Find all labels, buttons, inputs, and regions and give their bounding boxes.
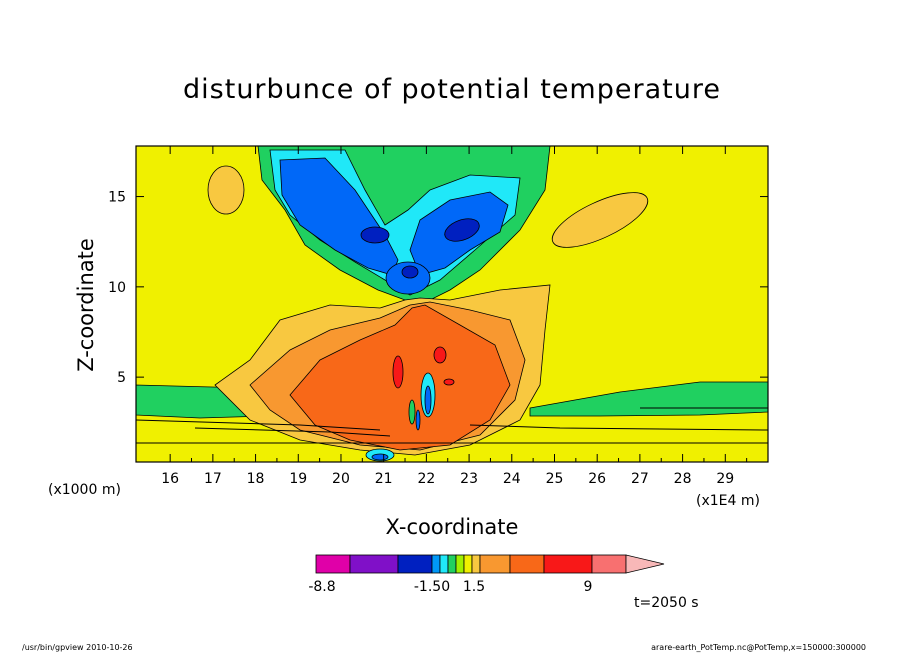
lightorange-blob-right bbox=[551, 192, 649, 248]
colorbar-segment-1 bbox=[349, 554, 399, 574]
y-tick-label-5: 5 bbox=[117, 370, 126, 386]
y-tick-label-10: 10 bbox=[108, 280, 126, 296]
x-unit-note: (x1E4 m) bbox=[696, 493, 760, 509]
x-tick-label-19: 19 bbox=[289, 471, 307, 487]
colorbar: -8.8 -1.50 1.5 9 bbox=[308, 554, 665, 595]
central-blue-column bbox=[424, 385, 432, 415]
contour-line-1 bbox=[194, 427, 391, 437]
colorbar-segment-9 bbox=[479, 554, 511, 574]
colorbar-label-0: -8.8 bbox=[308, 579, 335, 595]
darkblue-core-center bbox=[401, 265, 419, 279]
x-axis-label: X-coordinate bbox=[385, 515, 519, 539]
contour-line-2 bbox=[469, 424, 768, 431]
x-tick-label-20: 20 bbox=[332, 471, 350, 487]
y-tick-label-15: 15 bbox=[108, 190, 126, 206]
x-tick-label-16: 16 bbox=[161, 471, 179, 487]
x-tick-label-18: 18 bbox=[247, 471, 265, 487]
x-tick-label-29: 29 bbox=[716, 471, 734, 487]
colorbar-arrow bbox=[625, 554, 665, 574]
colorbar-segment-8 bbox=[471, 554, 481, 574]
colorbar-segment-10 bbox=[509, 554, 545, 574]
x-tick-label-24: 24 bbox=[503, 471, 521, 487]
footer-program-date: /usr/bin/gpview 2010-10-26 bbox=[22, 643, 133, 652]
central-blue-streak bbox=[415, 409, 421, 431]
colorbar-segment-4 bbox=[439, 554, 449, 574]
plot-area bbox=[135, 145, 769, 463]
colorbar-label-2: 1.5 bbox=[463, 579, 485, 595]
contour-line-0 bbox=[136, 419, 381, 431]
x-tick-label-25: 25 bbox=[546, 471, 564, 487]
y-axis-label: Z-coordinate bbox=[74, 238, 98, 372]
colorbar-segment-0 bbox=[315, 554, 351, 574]
colorbar-segment-11 bbox=[543, 554, 593, 574]
plot-frame bbox=[135, 145, 769, 463]
x-tick-label-17: 17 bbox=[204, 471, 222, 487]
colorbar-segment-2 bbox=[397, 554, 433, 574]
x-tick-label-22: 22 bbox=[417, 471, 435, 487]
central-green-streak bbox=[408, 399, 416, 425]
colorbar-label-3: 9 bbox=[584, 579, 593, 595]
chart-title: disturbunce of potential temperature bbox=[183, 74, 721, 105]
bottom-blue-patch bbox=[371, 453, 389, 461]
x-tick-label-26: 26 bbox=[588, 471, 606, 487]
y-unit-note: (x1000 m) bbox=[48, 482, 121, 498]
red-spot-left bbox=[392, 355, 404, 389]
red-spot-small bbox=[443, 378, 455, 386]
colorbar-label-1: -1.50 bbox=[414, 579, 450, 595]
time-label: t=2050 s bbox=[634, 595, 699, 611]
darkblue-core-left bbox=[360, 226, 390, 244]
x-tick-label-23: 23 bbox=[460, 471, 478, 487]
darkblue-core-right bbox=[444, 218, 480, 242]
colorbar-segment-7 bbox=[463, 554, 473, 574]
colorbar-segment-5 bbox=[447, 554, 457, 574]
x-tick-label-21: 21 bbox=[375, 471, 393, 487]
x-tick-label-28: 28 bbox=[674, 471, 692, 487]
x-tick-label-27: 27 bbox=[631, 471, 649, 487]
lightorange-blob-left bbox=[207, 165, 245, 215]
colorbar-segment-12 bbox=[591, 554, 627, 574]
colorbar-segment-6 bbox=[455, 554, 465, 574]
contour-fill bbox=[136, 146, 768, 462]
axis-ticks: 16 17 18 19 20 21 22 23 24 25 26 27 28 29 5 10 15 bbox=[108, 146, 768, 487]
footer-source: arare-earth_PotTemp.nc@PotTemp,x=150000:… bbox=[651, 643, 866, 652]
red-spot-right bbox=[433, 346, 447, 364]
colorbar-segment-3 bbox=[431, 554, 441, 574]
